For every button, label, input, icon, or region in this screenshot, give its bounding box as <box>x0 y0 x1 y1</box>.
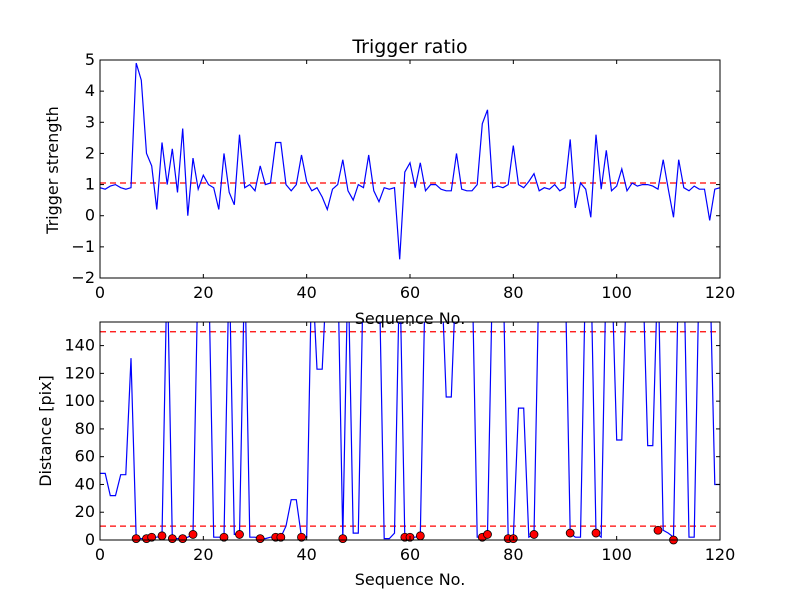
data-point-marker <box>131 534 141 544</box>
x-tick-label: 40 <box>296 545 316 564</box>
distance-plot-area: 0 20 40 60 80 100 120 0 20 40 60 80 100 120 140 <box>64 321 736 564</box>
data-point-marker <box>255 534 265 544</box>
x-tick-label: 40 <box>296 283 316 302</box>
x-tick-label: 120 <box>705 545 736 564</box>
x-tick-label: 0 <box>95 545 105 564</box>
y-tick-label: 0 <box>85 206 95 225</box>
y-tick-label: 100 <box>64 391 95 410</box>
data-point-marker <box>235 530 244 539</box>
x-axis-label: Sequence No. <box>355 309 466 328</box>
data-point-marker <box>157 531 167 541</box>
data-point-marker <box>178 534 188 544</box>
y-tick-label: −1 <box>71 237 95 256</box>
y-tick-label: 2 <box>85 143 95 162</box>
y-tick-label: 40 <box>75 474 95 493</box>
y-tick-label: 0 <box>85 530 95 549</box>
data-point-marker <box>147 532 157 542</box>
chart-title: Trigger ratio <box>351 36 467 58</box>
x-axis-label: Sequence No. <box>355 570 466 589</box>
x-tick-label: 20 <box>193 545 213 564</box>
y-tick-label: 1 <box>85 175 95 194</box>
y-tick-label: 20 <box>75 502 95 521</box>
x-tick-label: 60 <box>400 545 420 564</box>
y-axis-label: Trigger strength <box>43 106 62 235</box>
series-line <box>100 62 720 260</box>
y-tick-label: 4 <box>85 81 95 100</box>
x-tick-label: 80 <box>503 283 523 302</box>
x-tick-label: 20 <box>193 283 213 302</box>
x-tick-label: 80 <box>503 545 523 564</box>
data-point-marker <box>219 532 229 542</box>
y-tick-label: 140 <box>64 336 95 355</box>
x-tick-label: 60 <box>400 283 420 302</box>
data-point-marker <box>483 530 492 539</box>
x-tick-label: 120 <box>705 283 736 302</box>
data-point-marker <box>276 532 286 542</box>
data-point-marker <box>167 534 177 544</box>
data-point-marker <box>188 530 198 539</box>
data-point-marker <box>297 532 306 542</box>
distance-chart: 0 20 40 60 80 100 120 0 20 40 60 80 100 120 140 Sequen… <box>36 321 736 589</box>
trigger-ratio-plot-area: 0 20 40 60 80 100 120 −2 −1 0 1 2 3 4 5 <box>71 50 735 302</box>
x-tick-label: 100 <box>601 545 632 564</box>
y-tick-label: −2 <box>71 268 95 287</box>
y-tick-label: 80 <box>75 419 95 438</box>
data-point-marker <box>591 528 601 538</box>
data-point-marker <box>529 530 539 539</box>
data-point-marker <box>338 534 348 544</box>
y-tick-label: 3 <box>85 112 95 131</box>
y-tick-label: 120 <box>64 363 95 382</box>
x-tick-label: 0 <box>95 283 105 302</box>
y-axis-label: Distance [pix] <box>36 375 55 487</box>
data-point-marker <box>565 528 575 538</box>
y-tick-label: 5 <box>85 50 95 69</box>
y-tick-label: 60 <box>75 447 95 466</box>
x-tick-label: 100 <box>601 283 632 302</box>
data-point-marker <box>653 525 663 535</box>
data-point-marker <box>415 531 425 541</box>
